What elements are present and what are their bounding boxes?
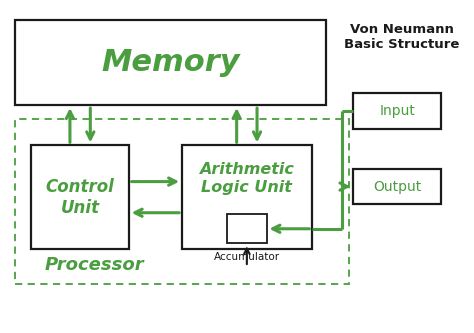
- Text: Accumulator: Accumulator: [214, 252, 280, 262]
- FancyBboxPatch shape: [227, 214, 266, 243]
- FancyBboxPatch shape: [182, 145, 312, 249]
- Text: Control
Unit: Control Unit: [46, 178, 115, 216]
- Text: Input: Input: [379, 104, 415, 118]
- Text: Memory: Memory: [101, 48, 240, 77]
- Text: Arithmetic
Logic Unit: Arithmetic Logic Unit: [200, 162, 294, 195]
- FancyBboxPatch shape: [353, 93, 441, 129]
- Text: Output: Output: [373, 179, 421, 193]
- FancyBboxPatch shape: [15, 20, 326, 105]
- Text: Processor: Processor: [44, 256, 144, 274]
- FancyBboxPatch shape: [31, 145, 129, 249]
- FancyBboxPatch shape: [353, 169, 441, 204]
- Text: Von Neumann
Basic Structure: Von Neumann Basic Structure: [344, 23, 460, 51]
